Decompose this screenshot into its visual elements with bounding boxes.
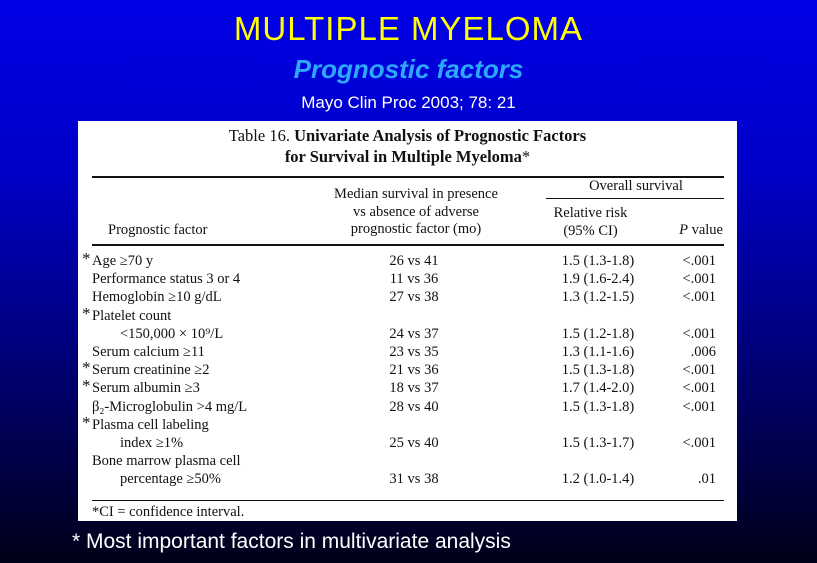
important-factor-star: * [82,249,91,268]
table-row: Bone marrow plasma cell percentage ≥50% 31… [78,452,737,488]
relative-risk: 1.3 (1.1-1.6) [561,344,635,360]
factor-name-continued: percentage ≥50% [120,471,221,488]
table-row: * Age ≥70 y 26 vs 41 1.5 (1.3-1.8) <.001 [78,249,737,270]
bottom-rule [92,500,724,501]
p-value: .01 [697,471,716,488]
median-survival: 27 vs 38 [389,289,439,306]
header-p-value: P value [663,222,723,240]
p-value: .006 [690,344,716,360]
header-rr-line1: Relative risk [553,205,628,221]
factor-name: Performance status 3 or 4 [92,271,241,288]
p-value: <.001 [682,253,716,269]
factor-name: Platelet count [92,307,172,324]
factor-name-continued: <150,000 × 10⁹/L [120,325,224,342]
factor-name: Plasma cell labeling [92,416,209,433]
table-row: β₂-Microglobulin >4 mg/L 28 vs 40 1.5 (1.3… [78,398,737,416]
bottom-note: * Most important factors in multivariate… [72,530,511,553]
header-relative-risk: Relative risk (95% CI) [533,205,648,240]
relative-risk: 1.3 (1.2-1.5) [561,289,635,306]
factor-name: Serum albumin ≥3 [92,380,200,397]
header-rr-line2: (95% CI) [563,222,618,239]
relative-risk: 1.2 (1.0-1.4) [561,471,635,488]
slide-title: MULTIPLE MYELOMA [233,10,584,47]
factor-name: β₂-Microglobulin >4 mg/L [92,398,248,415]
table-row: Hemoglobin ≥10 g/dL 27 vs 38 1.3 (1.2-1.5)… [78,288,737,306]
relative-risk: 1.5 (1.3-1.8) [561,362,635,379]
table-title: Table 16. Univariate Analysis of Prognos… [78,125,737,167]
factor-name: Serum creatinine ≥2 [92,362,210,379]
p-value: <.001 [682,362,716,379]
factor-name: Hemoglobin ≥10 g/dL [92,289,222,306]
header-prognostic-factor: Prognostic factor [108,222,208,238]
table-footnote: *CI = confidence interval. [92,504,245,520]
table-row: * Serum creatinine ≥2 21 vs 36 1.5 (1.3-1.8… [78,358,737,379]
header-median-line2: vs absence of adverse [352,203,479,220]
relative-risk: 1.7 (1.4-2.0) [561,380,635,397]
header-median-survival: Median survival in presence vs absence o… [298,186,534,239]
table-image-panel: Table 16. Univariate Analysis of Prognos… [78,121,737,521]
header-rule [92,244,724,246]
table-row: * Platelet count <150,000 × 10⁹/L 24 vs 37 1… [78,303,737,343]
header-p-italic: P [679,222,688,238]
factor-name: Bone marrow plasma cell [92,453,241,470]
relative-risk: 1.5 (1.3-1.8) [561,253,635,269]
median-survival: 28 vs 40 [389,398,439,415]
group-rule [546,198,724,199]
header-median-line3: prognostic factor (mo) [350,221,482,237]
table-title-line2: for Survival in Multiple Myeloma [284,147,522,166]
table-title-line1: Univariate Analysis of Prognostic Factor… [294,126,587,145]
p-value: <.001 [682,325,716,342]
top-rule [92,176,724,178]
p-value: <.001 [682,271,716,288]
table-row: * Serum albumin ≥3 18 vs 37 1.7 (1.4-2.0) <.… [78,376,737,397]
p-value: <.001 [682,398,716,415]
p-value: <.001 [682,434,716,451]
factor-name: Serum calcium ≥11 [92,344,205,360]
important-factor-star: * [82,412,91,432]
median-survival: 18 vs 37 [389,380,439,397]
median-survival: 25 vs 40 [389,434,439,451]
table-title-prefix: Table 16. [228,126,290,145]
table-row: Performance status 3 or 4 11 vs 36 1.9 (1.… [78,270,737,288]
relative-risk: 1.5 (1.3-1.8) [561,398,635,415]
relative-risk: 1.5 (1.3-1.7) [561,434,635,451]
important-factor-star: * [82,376,91,396]
table-title-suffix: * [521,147,531,166]
median-survival: 23 vs 35 [389,344,439,360]
relative-risk: 1.5 (1.2-1.8) [561,325,635,342]
important-factor-star: * [82,303,91,323]
factor-name-continued: index ≥1% [120,434,184,451]
important-factor-star: * [82,358,91,378]
table-row: Serum calcium ≥11 23 vs 35 1.3 (1.1-1.6) .0… [78,343,737,361]
header-median-line1: Median survival in presence [334,186,498,202]
relative-risk: 1.9 (1.6-2.4) [561,271,635,288]
median-survival: 21 vs 36 [389,362,439,379]
median-survival: 24 vs 37 [389,325,439,342]
header-overall-survival: Overall survival [589,178,683,194]
median-survival: 11 vs 36 [389,271,439,288]
header-p-rest: value [687,222,723,238]
citation: Mayo Clin Proc 2003; 78: 21 [301,93,516,112]
median-survival: 26 vs 41 [389,253,439,269]
p-value: <.001 [682,380,716,397]
factor-name: Age ≥70 y [92,253,154,269]
slide-subtitle: Prognostic factors [293,54,524,84]
p-value: <.001 [682,289,716,306]
median-survival: 31 vs 38 [389,471,439,488]
table-row: * Plasma cell labeling index ≥1% 25 vs 40 1.… [78,412,737,452]
